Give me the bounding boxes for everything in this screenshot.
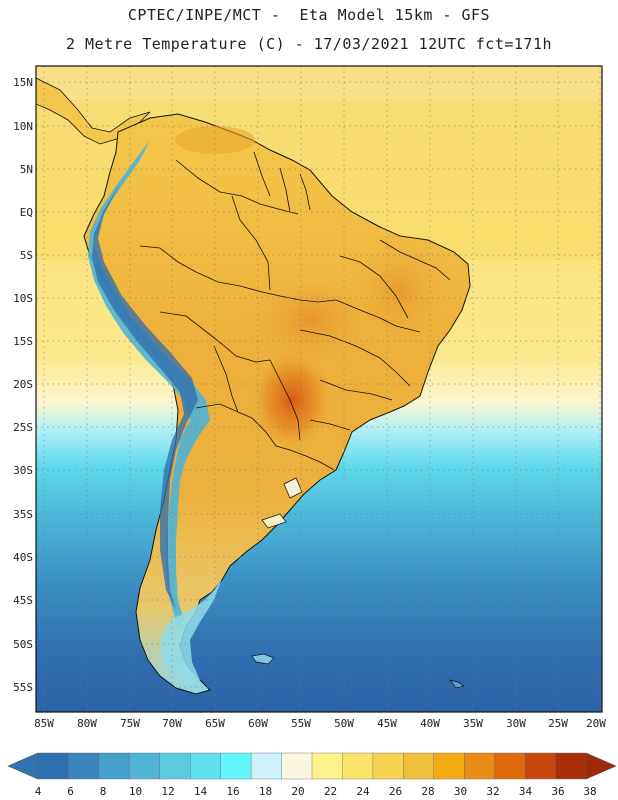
- hot-region-northeast: [345, 230, 455, 350]
- lat-label: EQ: [20, 206, 33, 219]
- colorbar-label: 38: [583, 785, 596, 798]
- lon-label: 30W: [506, 717, 526, 730]
- colorbar-cell: [281, 752, 313, 780]
- colorbar-cell: [464, 752, 496, 780]
- lat-label: 35S: [13, 508, 33, 521]
- colorbar-cell: [37, 752, 69, 780]
- lat-label: 10N: [13, 120, 33, 133]
- colorbar: 4 6 8 10 12 14 16 18 20 22 24 26 28 30 3…: [7, 752, 617, 798]
- colorbar-cell: [555, 752, 587, 780]
- hot-region-north: [175, 126, 255, 154]
- colorbar-cell: [403, 752, 435, 780]
- lat-label: 15S: [13, 335, 33, 348]
- lon-label: 40W: [420, 717, 440, 730]
- colorbar-label: 30: [454, 785, 467, 798]
- colorbar-low-arrow: [7, 752, 39, 780]
- patagonia-cool-land: [160, 578, 222, 686]
- colorbar-cell: [190, 752, 222, 780]
- lon-label: 50W: [334, 717, 354, 730]
- lat-label: 10S: [13, 292, 33, 305]
- chart-subtitle: 2 Metre Temperature (C) - 17/03/2021 12U…: [65, 35, 553, 53]
- lagoa-dos-patos: [283, 477, 303, 499]
- longitude-axis: 85W 80W 75W 70W 65W 60W 55W 50W 45W 40W …: [34, 717, 606, 730]
- lat-lon-grid: [36, 66, 602, 712]
- chart-title: CPTEC/INPE/MCT - Eta Model 15km - GFS: [127, 6, 491, 24]
- lon-label: 65W: [205, 717, 225, 730]
- colorbar-cell: [129, 752, 161, 780]
- lon-label: 20W: [586, 717, 606, 730]
- colorbar-label: 12: [161, 785, 174, 798]
- lon-label: 80W: [77, 717, 97, 730]
- lat-label: 30S: [13, 464, 33, 477]
- map-area: [36, 66, 602, 712]
- colorbar-labels: 4 6 8 10 12 14 16 18 20 22 24 26 28 30 3…: [35, 785, 597, 798]
- lon-label: 75W: [120, 717, 140, 730]
- colorbar-label: 18: [259, 785, 272, 798]
- colorbar-cells: [37, 752, 587, 780]
- map-frame: [35, 65, 603, 713]
- lat-label: 5S: [20, 249, 33, 262]
- lon-label: 70W: [162, 717, 182, 730]
- colorbar-label: 14: [194, 785, 208, 798]
- lat-label: 45S: [13, 594, 33, 607]
- lat-label: 15N: [13, 76, 33, 89]
- colorbar-cell: [159, 752, 191, 780]
- colorbar-cell: [220, 752, 252, 780]
- colorbar-label: 8: [100, 785, 107, 798]
- lon-label: 85W: [34, 717, 54, 730]
- colorbar-label: 26: [389, 785, 402, 798]
- colorbar-label: 16: [226, 785, 239, 798]
- colorbar-label: 20: [291, 785, 304, 798]
- lon-label: 25W: [548, 717, 568, 730]
- colorbar-cell: [68, 752, 100, 780]
- lat-label: 20S: [13, 378, 33, 391]
- lon-label: 45W: [377, 717, 397, 730]
- rio-de-la-plata: [261, 513, 287, 529]
- colorbar-cell: [524, 752, 557, 780]
- colorbar-label: 10: [129, 785, 142, 798]
- hot-region-pantanal: [250, 348, 334, 452]
- country-borders: [139, 151, 451, 471]
- lon-label: 35W: [463, 717, 483, 730]
- falkland-islands: [251, 653, 275, 665]
- colorbar-label: 24: [356, 785, 370, 798]
- lat-label: 55S: [13, 681, 33, 694]
- colorbar-cell: [98, 752, 130, 780]
- colorbar-cell: [311, 752, 343, 780]
- andes-coldest-core: [92, 162, 198, 610]
- colorbar-label: 6: [67, 785, 74, 798]
- colorbar-label: 36: [551, 785, 564, 798]
- lon-label: 55W: [291, 717, 311, 730]
- colorbar-cell: [342, 752, 374, 780]
- colorbar-label: 34: [519, 785, 533, 798]
- colorbar-high-arrow: [585, 752, 617, 780]
- colorbar-cell: [250, 752, 283, 780]
- lon-label: 60W: [248, 717, 268, 730]
- colorbar-cell: [433, 752, 465, 780]
- colorbar-label: 28: [421, 785, 434, 798]
- lat-label: 40S: [13, 551, 33, 564]
- lat-label: 50S: [13, 638, 33, 651]
- colorbar-cell: [494, 752, 526, 780]
- colorbar-label: 32: [486, 785, 499, 798]
- colorbar-cell: [372, 752, 404, 780]
- colorbar-label: 22: [324, 785, 337, 798]
- lat-label: 5N: [20, 163, 33, 176]
- latitude-axis: 15N 10N 5N EQ 5S 10S 15S 20S 25S 30S 35S…: [13, 76, 33, 694]
- lat-label: 25S: [13, 421, 33, 434]
- colorbar-label: 4: [35, 785, 42, 798]
- south-georgia: [449, 679, 465, 689]
